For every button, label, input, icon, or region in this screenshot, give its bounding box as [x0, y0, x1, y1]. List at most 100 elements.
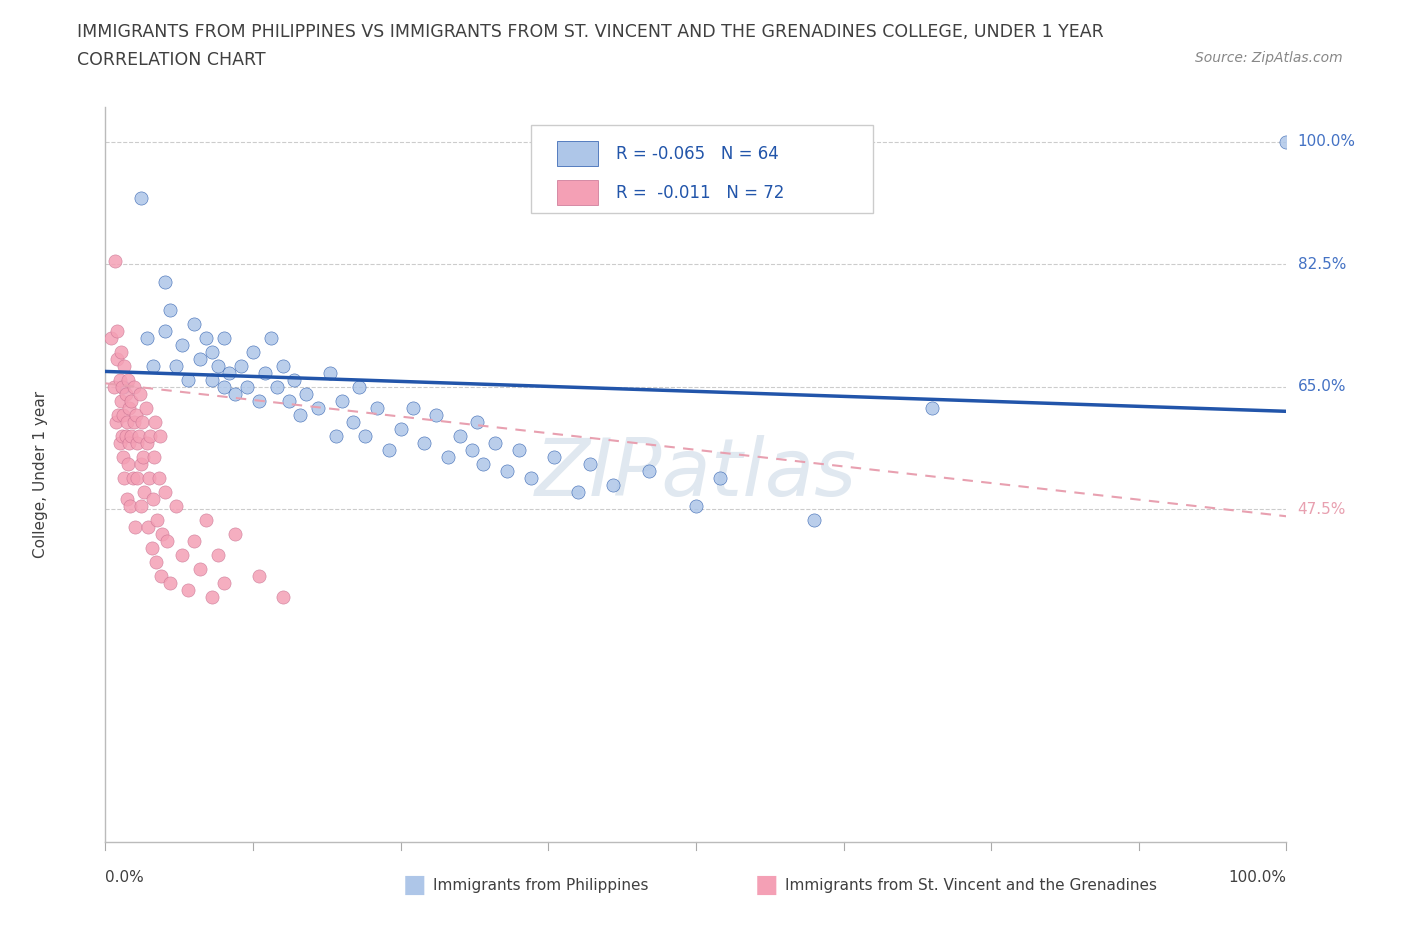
Point: [201, 372, 224, 387]
Point: [330, 393, 353, 408]
Point: [165, 358, 187, 373]
Point: [685, 498, 707, 513]
Point: [165, 498, 187, 513]
Point: [177, 582, 200, 597]
Point: [142, 449, 165, 464]
FancyBboxPatch shape: [557, 141, 598, 166]
Point: [921, 401, 943, 416]
Point: [342, 415, 364, 430]
Text: 82.5%: 82.5%: [1298, 257, 1346, 272]
Text: 65.0%: 65.0%: [1298, 379, 1346, 394]
Point: [105, 352, 128, 366]
Point: [141, 540, 163, 555]
Point: [231, 358, 253, 373]
Point: [129, 191, 152, 206]
Point: [111, 429, 134, 444]
Point: [637, 463, 659, 478]
Point: [212, 379, 235, 394]
Point: [159, 302, 181, 317]
Point: [153, 274, 176, 289]
Point: [378, 443, 401, 458]
Point: [389, 421, 412, 436]
Point: [283, 372, 305, 387]
Point: [108, 435, 131, 450]
Point: [118, 401, 141, 416]
Text: R =  -0.011   N = 72: R = -0.011 N = 72: [616, 183, 785, 202]
Point: [467, 415, 489, 430]
Point: [543, 449, 565, 464]
Text: 100.0%: 100.0%: [1298, 135, 1355, 150]
Point: [112, 358, 135, 373]
Point: [128, 386, 150, 401]
Point: [146, 512, 169, 527]
Point: [153, 485, 176, 499]
Point: [188, 352, 211, 366]
Text: Immigrants from St. Vincent and the Grenadines: Immigrants from St. Vincent and the Gren…: [785, 878, 1157, 893]
Point: [115, 415, 138, 430]
Text: College, Under 1 year: College, Under 1 year: [32, 391, 48, 558]
Point: [118, 435, 141, 450]
Point: [121, 471, 143, 485]
Point: [129, 457, 152, 472]
Point: [401, 401, 423, 416]
Point: [413, 435, 436, 450]
Point: [295, 386, 318, 401]
Point: [172, 548, 194, 563]
Point: [135, 330, 157, 345]
Point: [117, 457, 139, 472]
Point: [218, 365, 240, 380]
Point: [290, 407, 312, 422]
Point: [110, 344, 132, 359]
Text: CORRELATION CHART: CORRELATION CHART: [77, 51, 266, 69]
Point: [194, 512, 217, 527]
FancyBboxPatch shape: [557, 180, 598, 205]
Point: [127, 471, 149, 485]
Point: [236, 379, 259, 394]
Point: [201, 344, 224, 359]
Point: [127, 435, 149, 450]
Point: [578, 457, 600, 472]
Point: [145, 554, 167, 569]
Point: [143, 415, 166, 430]
Point: [124, 519, 146, 534]
Text: Source: ZipAtlas.com: Source: ZipAtlas.com: [1195, 51, 1343, 65]
Point: [212, 330, 235, 345]
Point: [148, 471, 170, 485]
Point: [122, 415, 145, 430]
Point: [105, 324, 128, 339]
Point: [325, 429, 347, 444]
Point: [271, 590, 294, 604]
Point: [122, 379, 145, 394]
Point: [131, 415, 153, 430]
Point: [132, 449, 155, 464]
Point: [117, 372, 139, 387]
Point: [183, 316, 205, 331]
Point: [100, 330, 122, 345]
Point: [120, 393, 142, 408]
Point: [266, 379, 288, 394]
Point: [149, 568, 172, 583]
Point: [115, 491, 138, 506]
Point: [354, 429, 377, 444]
Point: [142, 358, 165, 373]
Point: [112, 407, 135, 422]
Point: [271, 358, 294, 373]
Point: [120, 429, 142, 444]
FancyBboxPatch shape: [530, 126, 873, 214]
Point: [709, 471, 731, 485]
Point: [107, 407, 129, 422]
Point: [277, 393, 299, 408]
Point: [260, 330, 283, 345]
Point: [242, 344, 264, 359]
Point: [128, 429, 150, 444]
Point: [114, 386, 136, 401]
Point: [114, 429, 136, 444]
Point: [1275, 135, 1298, 150]
Point: [108, 372, 131, 387]
Point: [120, 498, 142, 513]
Text: ZIPatlas: ZIPatlas: [534, 435, 858, 513]
Point: [112, 379, 135, 394]
Point: [135, 435, 157, 450]
Point: [508, 443, 530, 458]
Point: [460, 443, 482, 458]
